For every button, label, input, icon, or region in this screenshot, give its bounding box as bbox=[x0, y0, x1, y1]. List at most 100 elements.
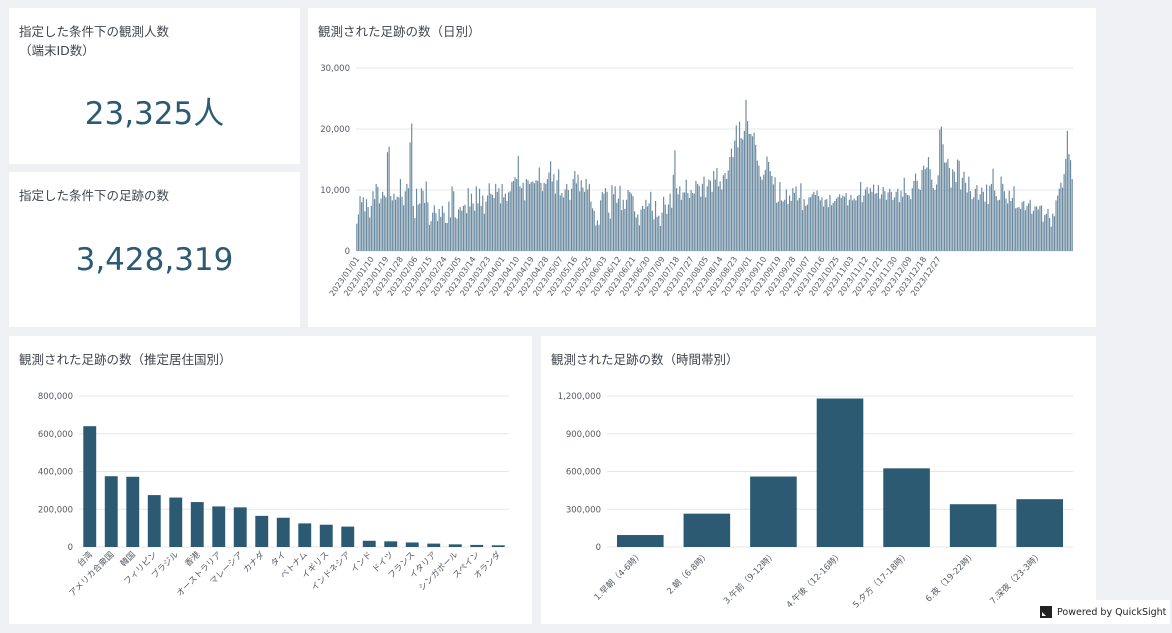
bar bbox=[821, 197, 823, 251]
x-tick-label: カナダ bbox=[241, 549, 267, 575]
bar bbox=[1069, 160, 1072, 251]
bar bbox=[364, 211, 366, 251]
bar bbox=[341, 526, 355, 547]
bar bbox=[685, 179, 687, 251]
bar bbox=[598, 224, 600, 251]
bar bbox=[361, 202, 363, 251]
bar bbox=[587, 189, 589, 251]
bar bbox=[729, 157, 731, 251]
bar bbox=[705, 197, 707, 251]
bar bbox=[835, 198, 838, 251]
bar bbox=[787, 204, 789, 251]
bar bbox=[949, 504, 997, 547]
bar bbox=[394, 199, 397, 251]
bar bbox=[982, 191, 984, 251]
bar bbox=[462, 205, 464, 251]
bar bbox=[385, 197, 387, 251]
bar bbox=[659, 225, 661, 251]
bar bbox=[706, 186, 708, 251]
bar bbox=[826, 199, 828, 251]
bar bbox=[753, 132, 755, 251]
bar bbox=[800, 183, 802, 251]
bar bbox=[378, 203, 380, 251]
bar bbox=[684, 192, 686, 251]
bar bbox=[958, 160, 960, 251]
powered-by-badge[interactable]: Powered by QuickSight bbox=[1032, 600, 1170, 624]
bar bbox=[855, 200, 857, 251]
bar bbox=[646, 206, 649, 251]
bar bbox=[427, 543, 441, 547]
bar bbox=[491, 545, 505, 547]
bar bbox=[493, 197, 495, 251]
bar bbox=[643, 208, 645, 251]
bar bbox=[591, 208, 594, 251]
bar bbox=[897, 188, 899, 251]
bar bbox=[926, 167, 928, 251]
bar bbox=[430, 221, 432, 251]
bar bbox=[424, 202, 426, 251]
bar bbox=[428, 224, 431, 251]
bar bbox=[126, 476, 140, 547]
bar bbox=[906, 194, 909, 251]
bar bbox=[1037, 209, 1039, 251]
bar bbox=[663, 196, 665, 251]
bar bbox=[537, 180, 539, 251]
x-tick-label: インド bbox=[349, 550, 374, 575]
bar bbox=[1052, 213, 1054, 251]
time-chart-title: 観測された足跡の数（時間帯別） bbox=[551, 352, 739, 367]
bar bbox=[677, 194, 679, 251]
bar bbox=[474, 210, 476, 251]
bar bbox=[357, 214, 360, 251]
bar bbox=[758, 165, 760, 251]
bar bbox=[902, 196, 904, 251]
bar bbox=[801, 210, 804, 251]
bar bbox=[992, 168, 994, 251]
bar bbox=[495, 183, 497, 251]
bar bbox=[866, 186, 868, 251]
bar bbox=[169, 497, 183, 547]
bar bbox=[104, 476, 118, 547]
bar bbox=[703, 176, 705, 251]
bar bbox=[550, 161, 552, 251]
bar bbox=[687, 193, 689, 251]
bar bbox=[558, 169, 560, 251]
bar bbox=[435, 213, 437, 251]
bar bbox=[711, 191, 713, 251]
bar bbox=[1057, 195, 1059, 251]
y-tick-label: 0 bbox=[345, 247, 350, 257]
bar bbox=[1011, 197, 1014, 251]
bar bbox=[485, 201, 487, 251]
x-tick-label: 5.夕方（17-18時） bbox=[851, 549, 912, 610]
bar bbox=[784, 199, 786, 251]
bar bbox=[868, 193, 870, 251]
bar bbox=[764, 169, 766, 251]
time-chart[interactable]: 0 300,000 600,000 900,000 1,200,000 1.早朝（4-6時… bbox=[541, 336, 1096, 624]
bar bbox=[914, 173, 917, 251]
bar bbox=[883, 468, 930, 547]
bar bbox=[529, 183, 531, 251]
bar bbox=[538, 167, 540, 251]
bar bbox=[1045, 213, 1047, 251]
bar bbox=[790, 200, 792, 251]
y-tick-label: 1,200,000 bbox=[558, 392, 601, 402]
bar bbox=[874, 193, 876, 251]
y-tick-label: 300,000 bbox=[566, 505, 601, 515]
bar bbox=[401, 196, 403, 251]
bar bbox=[1021, 202, 1023, 251]
bar bbox=[708, 179, 710, 251]
daily-chart[interactable]: 010,00020,00030,0002023/01/012023/01/102… bbox=[308, 8, 1096, 327]
bar bbox=[679, 186, 681, 251]
bar bbox=[911, 188, 913, 251]
bar bbox=[816, 398, 864, 547]
y-tick-label: 30,000 bbox=[320, 64, 350, 74]
bar bbox=[1005, 198, 1007, 251]
bar bbox=[829, 194, 831, 251]
bar bbox=[937, 175, 939, 251]
bar bbox=[1060, 182, 1062, 251]
bar bbox=[595, 225, 597, 251]
bar bbox=[1008, 190, 1010, 251]
bar bbox=[793, 193, 796, 251]
bar bbox=[406, 183, 408, 251]
kpi-users-title: 指定した条件下の観測人数 （端末ID数） bbox=[19, 22, 169, 60]
